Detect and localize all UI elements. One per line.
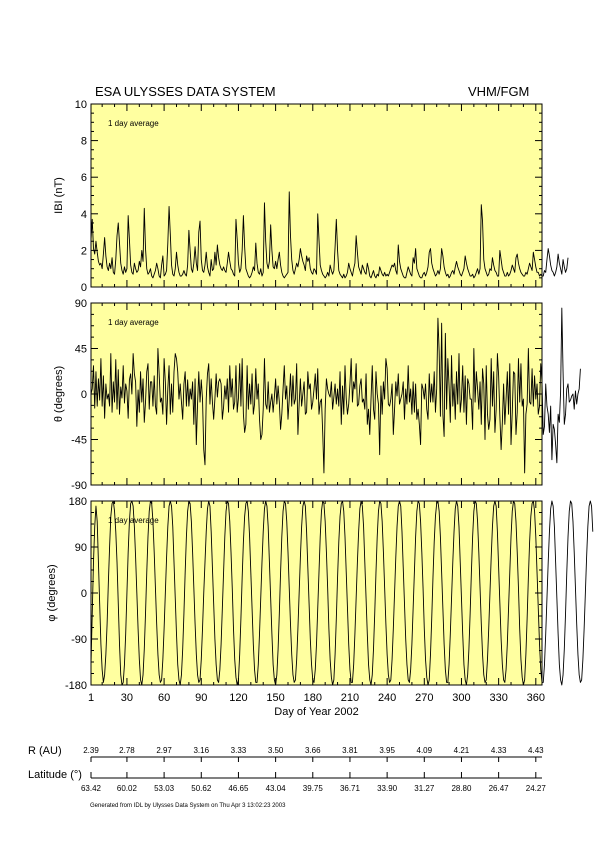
y-tick-label: 90: [75, 542, 87, 554]
x-tick-label: 240: [378, 692, 396, 704]
y-tick-label: 4: [81, 209, 87, 221]
y-tick-label: 6: [81, 172, 87, 184]
latitude-value: 53.03: [154, 784, 175, 793]
r-value: 3.66: [305, 746, 321, 755]
y-tick-label: 0: [81, 389, 87, 401]
header-instrument: VHM/FGM: [468, 84, 530, 99]
series-line-2: [90, 500, 594, 686]
r-value: 4.09: [417, 746, 433, 755]
latitude-value: 50.62: [191, 784, 212, 793]
y-tick-label: 0: [81, 282, 87, 294]
x-tick-label: 360: [527, 692, 545, 704]
x-tick-label: 300: [452, 692, 470, 704]
latitude-label: Latitude (°): [28, 769, 82, 781]
r-value: 2.39: [83, 746, 99, 755]
r-value: 3.95: [379, 746, 395, 755]
latitude-value: 43.04: [266, 784, 287, 793]
x-tick-label: 120: [229, 692, 247, 704]
latitude-value: 28.80: [451, 784, 472, 793]
header-title: ESA ULYSSES DATA SYSTEM: [95, 84, 276, 99]
x-tick-label: 330: [489, 692, 507, 704]
r-value: 3.81: [342, 746, 358, 755]
y-tick-label: -45: [71, 435, 87, 447]
panel-note-1: 1 day average: [108, 318, 159, 327]
latitude-value: 31.27: [414, 784, 435, 793]
series-line-0: [90, 191, 569, 279]
y-tick-label: 90: [75, 298, 87, 310]
r-au-label: R (AU): [28, 745, 62, 757]
y-tick-label: -180: [65, 680, 87, 692]
r-value: 3.16: [193, 746, 209, 755]
r-value: 4.33: [491, 746, 507, 755]
y-axis-label-1: θ (degrees): [53, 366, 65, 422]
r-value: 2.78: [119, 746, 135, 755]
x-tick-label: 1: [88, 692, 94, 704]
latitude-value: 36.71: [340, 784, 361, 793]
x-tick-label: 30: [121, 692, 133, 704]
latitude-value: 63.42: [81, 784, 102, 793]
latitude-value: 60.02: [117, 784, 138, 793]
panel-note-0: 1 day average: [108, 119, 159, 128]
r-value: 4.43: [528, 746, 544, 755]
latitude-value: 46.65: [228, 784, 249, 793]
y-tick-label: 8: [81, 136, 87, 148]
x-tick-label: 180: [304, 692, 322, 704]
y-tick-label: 2: [81, 245, 87, 257]
latitude-value: 26.47: [489, 784, 510, 793]
x-axis-label: Day of Year 2002: [274, 706, 358, 718]
y-tick-label: 180: [69, 496, 87, 508]
r-value: 4.21: [454, 746, 470, 755]
latitude-value: 39.75: [303, 784, 324, 793]
r-value: 3.33: [231, 746, 247, 755]
y-axis-label-0: IBI (nT): [53, 177, 65, 214]
y-tick-label: 10: [75, 99, 87, 111]
y-axis-label-2: φ (degrees): [46, 564, 58, 621]
latitude-value: 24.27: [526, 784, 547, 793]
y-tick-label: -90: [71, 634, 87, 646]
y-tick-label: 45: [75, 344, 87, 356]
r-value: 3.50: [268, 746, 284, 755]
x-tick-label: 270: [415, 692, 433, 704]
x-tick-label: 210: [341, 692, 359, 704]
plot-area-2: [91, 501, 542, 685]
generated-footer: Generated from IDL by Ulysses Data Syste…: [90, 803, 286, 809]
x-tick-label: 90: [195, 692, 207, 704]
y-tick-label: -90: [71, 480, 87, 492]
x-tick-label: 150: [266, 692, 284, 704]
series-line-1: [90, 307, 581, 474]
panel-note-2: 1 day average: [108, 516, 159, 525]
r-value: 2.97: [156, 746, 172, 755]
x-tick-label: 60: [158, 692, 170, 704]
latitude-value: 33.90: [377, 784, 398, 793]
y-tick-label: 0: [81, 588, 87, 600]
